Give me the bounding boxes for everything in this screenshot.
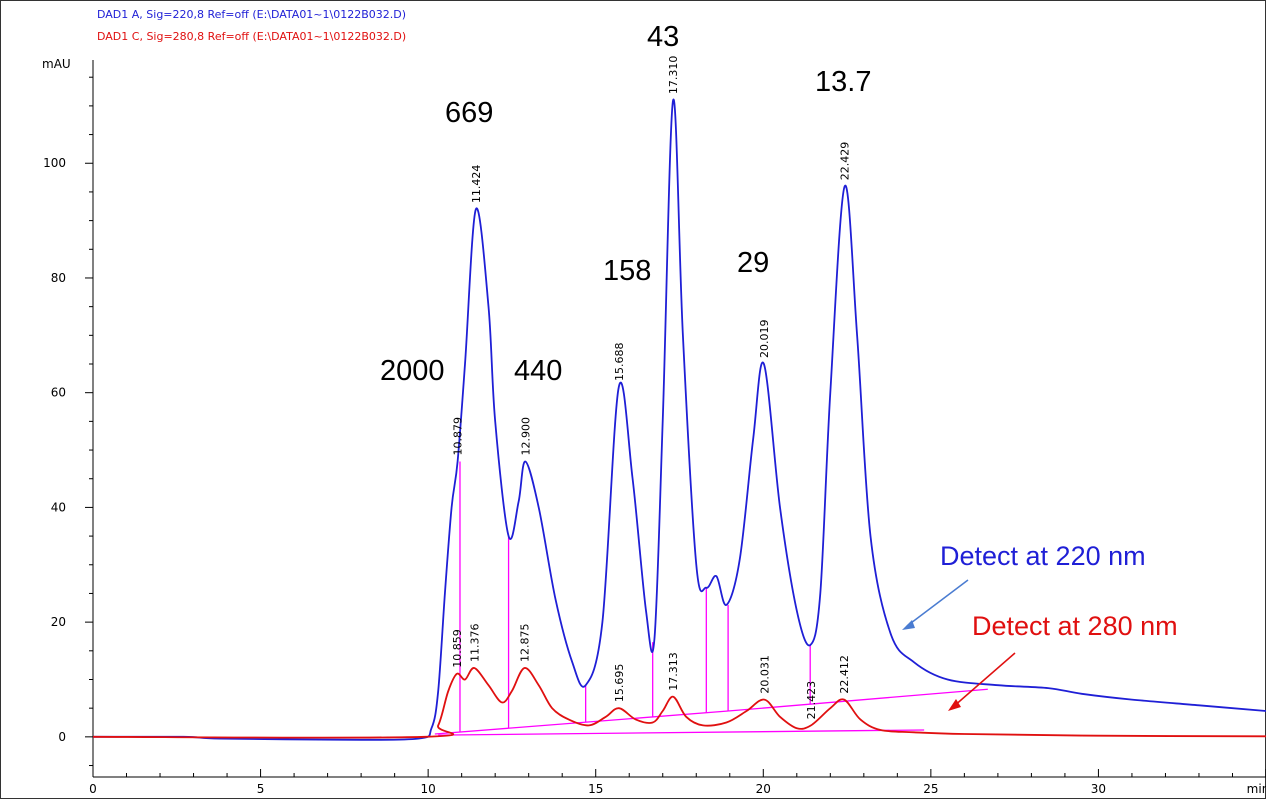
peak-label-220: 12.900 [519, 417, 532, 456]
axes: 0 5 10 15 20 25 30 min 0 20 40 60 80 100 mAU [42, 57, 1266, 796]
x-tick-label: 5 [257, 782, 265, 796]
baseline-220 [434, 710, 729, 735]
peak-label-220: 11.424 [470, 165, 483, 204]
x-tick-label: 15 [588, 782, 603, 796]
y-tick-label: 80 [51, 271, 66, 285]
peak-label-220: 15.688 [613, 342, 626, 381]
trace-220nm [92, 98, 1266, 741]
legend-line-280: DAD1 C, Sig=280,8 Ref=off (E:\DATA01~1\0… [97, 30, 406, 43]
detect-280-arrow [948, 652, 1016, 711]
baseline-280 [438, 729, 925, 736]
y-axis-label: mAU [42, 57, 71, 71]
peak-label-220: 22.429 [839, 142, 852, 181]
y-tick-label: 100 [43, 156, 66, 170]
y-tick-label: 0 [58, 730, 66, 744]
x-tick-label: 20 [756, 782, 771, 796]
peak-label-220: 20.019 [758, 320, 771, 359]
peak-label-280: 11.376 [468, 624, 481, 663]
peak-label-280: 20.031 [758, 655, 771, 694]
x-tick-label: 0 [89, 782, 97, 796]
peak-label-280: 21.423 [805, 681, 818, 720]
mw-label-29: 29 [737, 247, 769, 279]
detect-220-label: Detect at 220 nm [940, 541, 1146, 571]
x-tick-label: 25 [923, 782, 938, 796]
traces [92, 98, 1266, 741]
x-tick-label: 10 [421, 782, 436, 796]
x-tick-label: 30 [1091, 782, 1106, 796]
detect-280-label: Detect at 280 nm [972, 611, 1178, 641]
baseline-220 [728, 688, 988, 712]
trace-280nm [92, 667, 1266, 739]
mw-label-13-7: 13.7 [815, 66, 871, 98]
x-axis-label: min [1247, 782, 1266, 796]
peak-label-280: 17.313 [667, 652, 680, 691]
peak-label-220: 17.310 [667, 56, 680, 95]
mw-label-2000: 2000 [380, 355, 445, 387]
peak-labels: 10.879 11.424 12.900 15.688 17.310 20.019 22.4… [451, 56, 852, 720]
mw-label-43: 43 [647, 21, 679, 53]
y-tick-label: 40 [51, 500, 66, 514]
y-tick-label: 60 [51, 386, 66, 400]
peak-label-280: 10.859 [451, 629, 464, 668]
legend-line-220: DAD1 A, Sig=220,8 Ref=off (E:\DATA01~1\0… [97, 8, 406, 21]
y-tick-label: 20 [51, 615, 66, 629]
detect-220-arrow [902, 579, 969, 630]
mw-label-440: 440 [514, 355, 562, 387]
peak-label-220: 10.879 [452, 417, 465, 456]
mw-label-669: 669 [445, 97, 493, 129]
peak-label-280: 15.695 [613, 664, 626, 703]
mw-label-158: 158 [603, 255, 651, 287]
peak-label-280: 12.875 [518, 624, 531, 663]
peak-label-280: 22.412 [838, 655, 851, 694]
